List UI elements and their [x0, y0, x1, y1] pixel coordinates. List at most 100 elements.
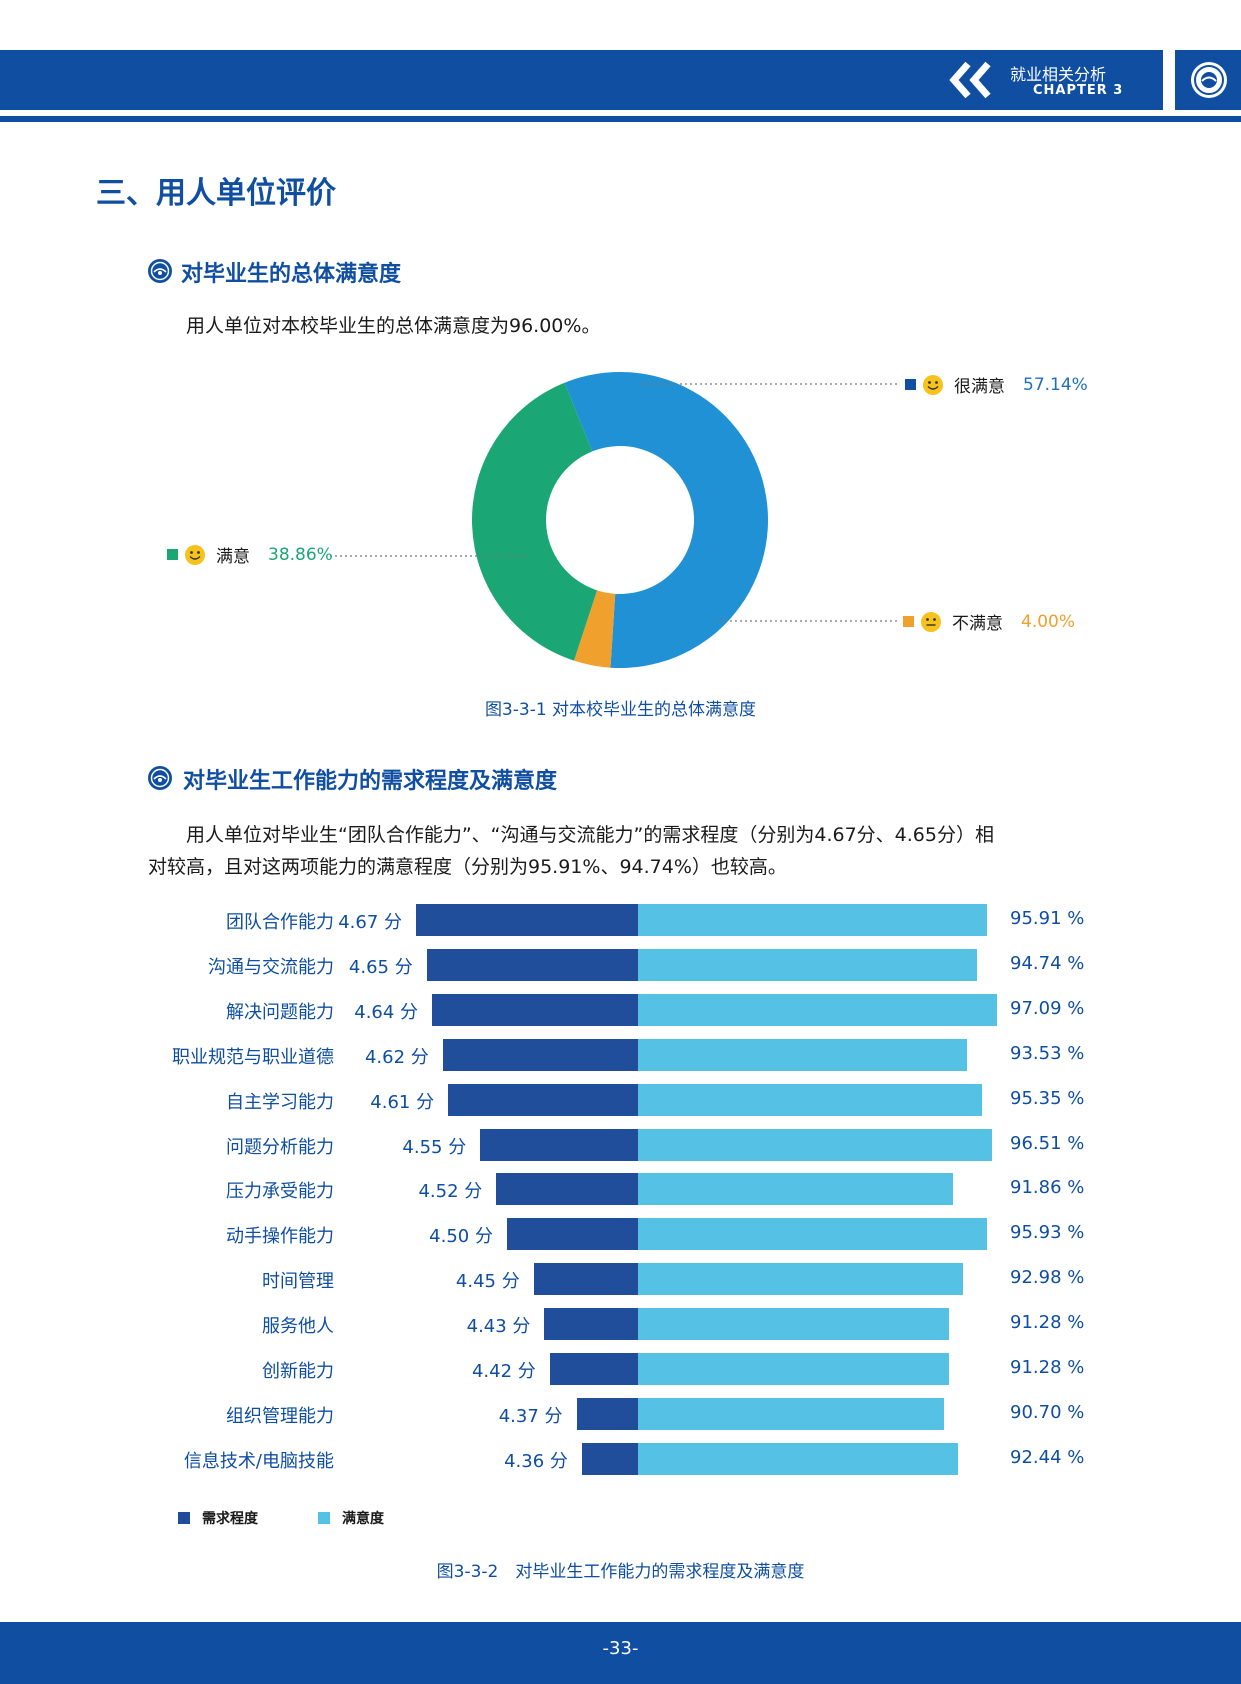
seal-bullet-icon [148, 766, 172, 790]
neutral-face-icon [921, 611, 941, 632]
bar-demand [432, 993, 638, 1026]
bar-satisfaction-label: 92.98 % [1010, 1267, 1085, 1289]
university-seal-icon [1191, 62, 1227, 98]
bar-satisfaction-label: 90.70 % [1010, 1401, 1085, 1423]
bar-demand [533, 1263, 638, 1296]
footer-band [0, 1622, 1241, 1684]
seal-bullet-icon [148, 259, 172, 283]
bar-category-label: 沟通与交流能力 [208, 956, 334, 978]
bar-satisfaction [638, 1353, 949, 1385]
bar-demand [496, 1173, 638, 1206]
chart-caption-2: 图3-3-2 对毕业生工作能力的需求程度及满意度 [436, 1562, 805, 1582]
bar-satisfaction-label: 91.86 % [1010, 1177, 1085, 1199]
bar-satisfaction-label: 91.28 % [1010, 1357, 1085, 1378]
bar-satisfaction [638, 1218, 988, 1251]
double-chevron-left-icon [949, 61, 991, 99]
bar-demand [448, 1083, 638, 1116]
bar-demand-score: 4.50 分 [429, 1226, 493, 1248]
bar-category-label: 压力承受能力 [226, 1181, 334, 1203]
bar-demand [426, 948, 638, 981]
bar-demand-score: 4.62 分 [364, 1046, 429, 1068]
bar-demand [506, 1218, 638, 1251]
bar-demand [544, 1308, 638, 1341]
bar-demand [442, 1038, 638, 1071]
bar-demand-score: 4.67 分 [338, 912, 402, 933]
bar-category-label: 信息技术/电脑技能 [183, 1450, 334, 1472]
legend-value: 4.00% [1021, 611, 1076, 632]
legend-label: 满意 [216, 547, 250, 567]
legend-very-satisfied: 很满意 57.14% [905, 372, 1088, 397]
header-gap [1163, 50, 1175, 110]
bar-satisfaction [638, 1263, 963, 1296]
bar-satisfaction [638, 1083, 983, 1116]
bar-category-label: 时间管理 [262, 1271, 334, 1293]
chapter-title-en: CHAPTER 3 [1033, 83, 1124, 98]
bar-satisfaction-label: 94.74 % [1010, 952, 1085, 974]
donut-slice-satisfied [472, 382, 598, 661]
bar-satisfaction-label: 93.53 % [1010, 1042, 1085, 1064]
bar-category-label: 问题分析能力 [226, 1136, 334, 1158]
bar-category-label: 动手操作能力 [226, 1226, 334, 1248]
bar-satisfaction-label: 97.09 % [1010, 997, 1085, 1019]
smile-face-icon [923, 374, 943, 395]
bar-demand-score: 4.45 分 [455, 1271, 520, 1293]
bar-satisfaction-label: 91.28 % [1010, 1312, 1085, 1334]
header-rule [0, 116, 1241, 122]
legend-demand: 需求程度 [178, 1508, 258, 1528]
bar-category-label: 创新能力 [262, 1361, 334, 1382]
bar-satisfaction-label: 96.51 % [1010, 1132, 1085, 1154]
bar-satisfaction [638, 1173, 954, 1206]
legend-label: 很满意 [954, 377, 1005, 397]
legend-value: 38.86% [268, 544, 333, 565]
bar-demand-score: 4.36 分 [504, 1450, 568, 1472]
paragraph-line-2: 对较高，且对这两项能力的满意程度（分别为95.91%、94.74%）也较高。 [148, 856, 787, 878]
bar-satisfaction [638, 1397, 944, 1430]
legend-unsatisfied: 不满意 4.00% [903, 609, 1075, 634]
donut-slice-very-satisfied [564, 372, 768, 668]
legend-value: 57.14% [1023, 374, 1088, 395]
legend-swatch [167, 549, 178, 560]
bar-satisfaction [638, 1308, 949, 1341]
legend-label: 满意度 [342, 1511, 384, 1527]
bar-satisfaction-label: 95.91 % [1010, 908, 1085, 929]
header-band [0, 50, 1163, 110]
bar-satisfaction [638, 1128, 993, 1161]
bar-demand-score: 4.43 分 [466, 1316, 531, 1338]
bar-category-label: 职业规范与职业道德 [172, 1046, 334, 1068]
bar-category-label: 团队合作能力 [226, 912, 334, 933]
bar-satisfaction-label: 95.35 % [1010, 1087, 1085, 1109]
legend-swatch [905, 379, 916, 390]
donut-chart [472, 372, 768, 668]
legend-label: 不满意 [952, 614, 1003, 634]
bar-demand [416, 904, 638, 936]
section-title: 三、用人单位评价 [96, 176, 336, 211]
legend-satisfaction: 满意度 [318, 1508, 384, 1528]
bar-demand-score: 4.61 分 [370, 1091, 435, 1113]
bar-demand [581, 1442, 638, 1475]
chapter-title-cn: 就业相关分析 [1010, 65, 1107, 84]
bar-satisfaction [638, 904, 988, 936]
legend-satisfied: 满意 38.86% [167, 542, 333, 567]
bar-demand-score: 4.65 分 [348, 956, 413, 978]
bar-demand [576, 1397, 638, 1430]
chart-caption-1: 图3-3-1 对本校毕业生的总体满意度 [484, 700, 757, 720]
bar-satisfaction [638, 948, 978, 981]
bar-satisfaction-label: 95.93 % [1010, 1222, 1085, 1244]
bar-demand-score: 4.55 分 [402, 1136, 467, 1158]
paragraph-line-1: 用人单位对毕业生“团队合作能力”、“沟通与交流能力”的需求程度（分别为4.67分… [186, 824, 994, 846]
bar-satisfaction [638, 993, 997, 1026]
subsection-title: 对毕业生的总体满意度 [181, 262, 402, 287]
bar-satisfaction [638, 1442, 959, 1475]
smile-face-icon [185, 544, 205, 565]
legend-label: 需求程度 [202, 1511, 258, 1527]
bar-category-label: 组织管理能力 [226, 1405, 334, 1427]
bar-demand-score: 4.64 分 [354, 1001, 419, 1023]
donut-slice-unsatisfied [574, 590, 616, 668]
bar-category-label: 自主学习能力 [226, 1091, 334, 1113]
bar-category-label: 服务他人 [262, 1316, 334, 1338]
bar-demand-score: 4.52 分 [418, 1181, 483, 1203]
legend-swatch [178, 1512, 190, 1524]
bar-category-label: 解决问题能力 [226, 1001, 334, 1023]
bar-demand [549, 1353, 638, 1385]
bar-demand-score: 4.42 分 [471, 1361, 536, 1382]
